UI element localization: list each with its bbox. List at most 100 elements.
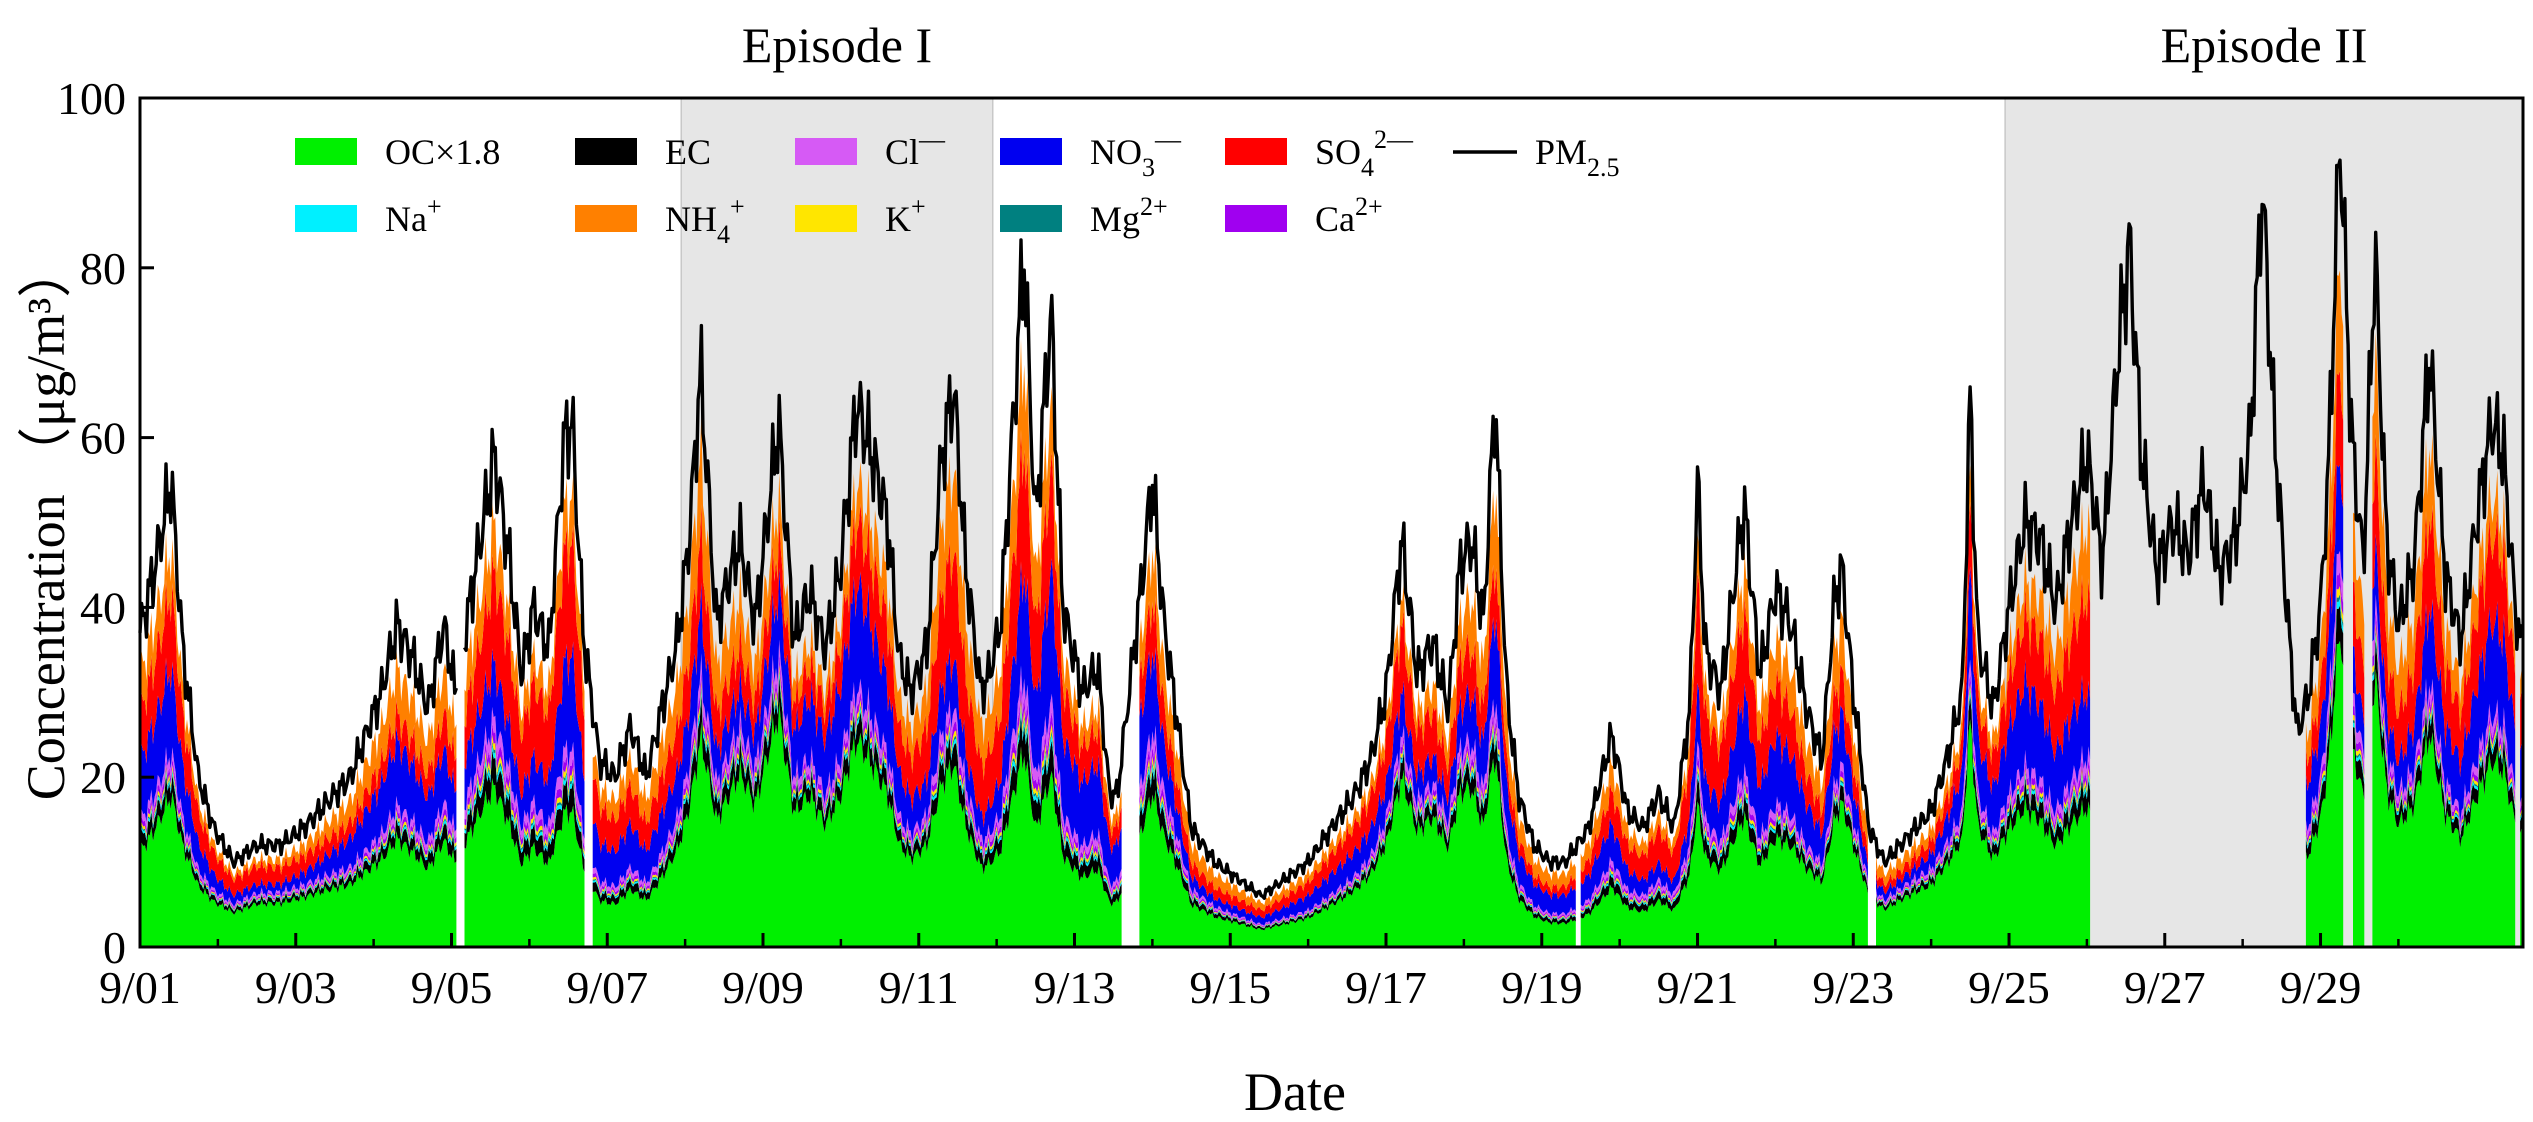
area-cl-seg-1	[464, 707, 585, 847]
area-no3-seg-8	[2372, 533, 2516, 824]
area-ca-seg-8	[2372, 611, 2516, 833]
area-cl-seg-0	[140, 746, 457, 909]
legend-item-cl: Cl—	[795, 125, 946, 172]
legend-label-no3: NO3—	[1090, 125, 1182, 182]
area-nh4-seg-9	[2520, 669, 2522, 701]
area-oc-seg-7	[2353, 749, 2365, 947]
area-nh4-seg-6	[2305, 270, 2344, 767]
area-no3-seg-6	[2305, 464, 2344, 832]
area-oc-seg-3	[1139, 758, 1576, 947]
area-so4-seg-6	[2305, 371, 2344, 791]
x-tick-label-9/15: 9/15	[1189, 962, 1271, 1013]
legend-swatch-mg	[1000, 205, 1062, 232]
area-na-seg-9	[2520, 813, 2522, 822]
area-oc-seg-1	[464, 778, 585, 947]
legend-item-ca: Ca2+	[1225, 192, 1383, 239]
area-oc-seg-5	[1876, 719, 2091, 947]
area-no3-seg-1	[464, 641, 585, 840]
area-so4-seg-4	[1580, 572, 1868, 885]
area-cl-seg-9	[2520, 796, 2522, 810]
area-so4-seg-1	[464, 524, 585, 801]
legend-label-nh4: NH4+	[665, 192, 745, 249]
area-ec-seg-9	[2520, 815, 2522, 833]
area-mg-seg-9	[2520, 811, 2522, 819]
area-no3-seg-3	[1139, 616, 1576, 926]
plot-frame	[138, 96, 2525, 949]
legend-item-pm: PM2.5	[1453, 132, 1620, 182]
area-oc-seg-8	[2372, 668, 2516, 947]
area-nh4-seg-8	[2372, 332, 2516, 732]
episode-label-1: Episode I	[742, 17, 932, 73]
area-so4-seg-2	[592, 429, 1122, 855]
episode-label-2: Episode II	[2161, 17, 2368, 73]
x-tick-label-9/19: 9/19	[1501, 962, 1583, 1013]
legend-swatch-cl	[795, 138, 857, 165]
x-tick-label-9/13: 9/13	[1034, 962, 1116, 1013]
area-nh4-seg-7	[2353, 512, 2365, 678]
x-tick-label-9/11: 9/11	[879, 962, 959, 1013]
x-tick-label-9/07: 9/07	[566, 962, 648, 1013]
area-no3-seg-4	[1580, 682, 1868, 907]
area-oc-seg-4	[1580, 799, 1868, 947]
y-tick-label-40: 40	[80, 582, 126, 633]
legend-item-ec: EC	[575, 132, 711, 172]
y-axis-ticks: 0 20 40 60 80 100	[57, 73, 154, 973]
legend-item-mg: Mg2+	[1000, 192, 1168, 239]
legend-label-k: K+	[885, 192, 926, 239]
legend-label-ec: EC	[665, 132, 711, 172]
area-ca-seg-7	[2353, 706, 2365, 776]
legend-label-oc: OC×1.8	[385, 132, 500, 172]
x-tick-label-9/29: 9/29	[2280, 962, 2362, 1013]
area-ec-seg-3	[1139, 735, 1576, 931]
area-no3-seg-9	[2520, 742, 2522, 803]
area-ec-seg-6	[2305, 605, 2344, 860]
legend: OC×1.8 EC Cl— NO3— SO42— PM2.5 Na+ NH4+ K+ Mg2+ Ca…	[295, 125, 1620, 249]
area-oc-seg-9	[2520, 828, 2522, 947]
x-tick-label-9/25: 9/25	[1968, 962, 2050, 1013]
area-no3-seg-0	[140, 657, 457, 907]
legend-label-ca: Ca2+	[1315, 192, 1383, 239]
x-tick-label-9/05: 9/05	[411, 962, 493, 1013]
legend-swatch-ec	[575, 138, 637, 165]
legend-item-nh4: NH4+	[575, 192, 745, 249]
legend-swatch-so4	[1225, 138, 1287, 165]
area-ec-seg-8	[2372, 639, 2516, 848]
y-tick-label-80: 80	[80, 243, 126, 294]
area-oc-seg-6	[2305, 640, 2344, 947]
legend-item-oc: OC×1.8	[295, 132, 500, 172]
area-ec-seg-7	[2353, 727, 2365, 801]
legend-swatch-no3	[1000, 138, 1062, 165]
area-so4-seg-5	[1876, 501, 2091, 895]
area-ec-seg-0	[140, 774, 457, 915]
x-axis-title: Date	[1244, 1062, 1346, 1122]
legend-swatch-k	[795, 205, 857, 232]
y-tick-label-60: 60	[80, 413, 126, 464]
legend-swatch-ca	[1225, 205, 1287, 232]
legend-swatch-na	[295, 205, 357, 232]
legend-label-so4: SO42—	[1315, 125, 1414, 182]
x-axis-ticks: 9/01 9/03 9/05 9/07 9/09 9/11 9/13 9/15 9/17 9/19…	[99, 933, 2400, 1013]
legend-label-pm: PM2.5	[1535, 132, 1620, 182]
area-nh4-seg-3	[1139, 490, 1576, 912]
legend-item-so4: SO42—	[1225, 125, 1414, 182]
legend-swatch-nh4	[575, 205, 637, 232]
legend-item-na: Na+	[295, 192, 442, 239]
area-ec-seg-2	[592, 677, 1122, 907]
area-nh4-seg-0	[140, 531, 457, 884]
legend-item-no3: NO3—	[1000, 125, 1182, 182]
area-no3-seg-7	[2353, 645, 2365, 760]
x-tick-label-9/17: 9/17	[1345, 962, 1427, 1013]
x-tick-label-9/09: 9/09	[722, 962, 804, 1013]
area-so4-seg-0	[140, 579, 457, 899]
x-tick-label-9/27: 9/27	[2124, 962, 2206, 1013]
area-so4-seg-7	[2353, 581, 2365, 728]
area-so4-seg-3	[1139, 564, 1576, 919]
area-nh4-seg-1	[464, 474, 585, 744]
x-tick-label-9/01: 9/01	[99, 962, 181, 1013]
area-cl-seg-8	[2372, 594, 2516, 829]
area-ec-seg-1	[464, 750, 585, 873]
area-so4-seg-9	[2520, 690, 2522, 751]
episode-labels: Episode I Episode II	[742, 17, 2368, 73]
area-ca-seg-9	[2520, 803, 2522, 815]
area-so4-seg-8	[2372, 434, 2516, 778]
